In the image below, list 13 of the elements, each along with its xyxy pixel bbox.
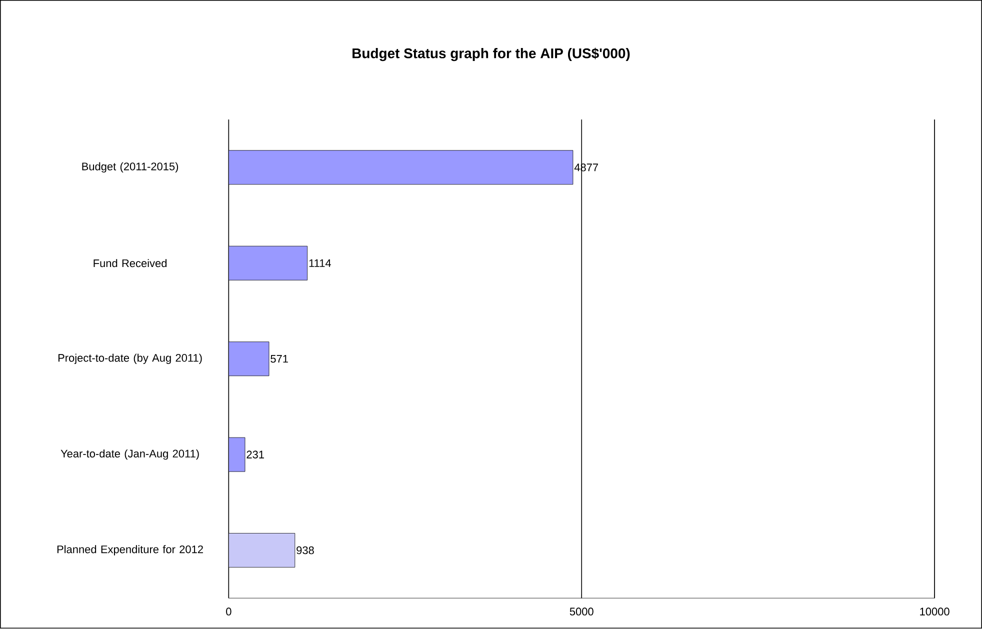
y-tick-label: Fund Received <box>94 259 167 268</box>
y-tick-label: Year-to-date (Jan-Aug 2011) <box>60 450 199 460</box>
x-tick-label: 0 <box>226 608 232 616</box>
data-label: 571 <box>270 355 288 363</box>
data-label: 938 <box>296 546 314 554</box>
data-label: 1114 <box>309 260 331 268</box>
data-label: 231 <box>246 450 264 459</box>
y-tick-label: Budget (2011-2015) <box>82 162 178 173</box>
x-tick-label: 5000 <box>570 608 594 616</box>
chart-title: Budget Status graph for the AIP (US$'000) <box>352 48 630 62</box>
y-tick-label: Project-to-date (by Aug 2011) <box>58 354 202 364</box>
x-tick-label: 10000 <box>920 608 950 616</box>
y-tick-label: Planned Expenditure for 2012 <box>57 545 203 556</box>
